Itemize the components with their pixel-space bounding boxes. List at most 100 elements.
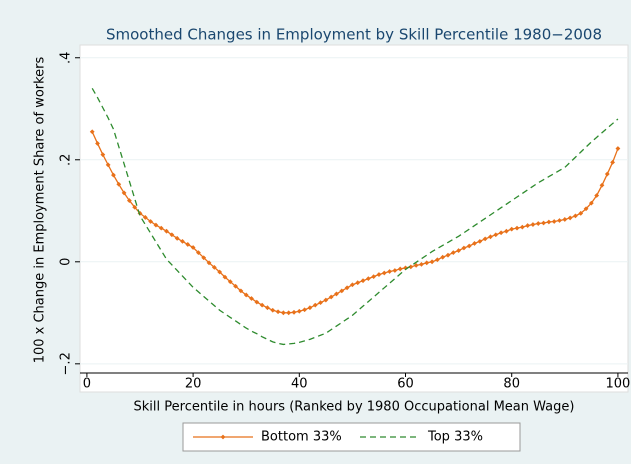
marker — [180, 238, 185, 244]
marker — [132, 204, 138, 210]
y-axis-title: 100 x Change in Employment Share of work… — [33, 56, 48, 363]
marker — [270, 307, 276, 313]
marker — [323, 297, 329, 303]
marker — [360, 278, 366, 284]
marker — [259, 302, 265, 308]
marker — [185, 242, 191, 247]
marker — [472, 241, 477, 246]
marker — [493, 232, 499, 238]
x-tick-label: 0 — [83, 377, 91, 392]
marker — [365, 276, 371, 282]
marker — [604, 171, 610, 177]
marker — [265, 305, 270, 311]
x-axis-title: Skill Percentile in hours (Ranked by 198… — [134, 400, 575, 415]
plot-region — [79, 44, 629, 393]
marker — [482, 236, 488, 242]
marker — [174, 235, 180, 241]
marker — [477, 238, 483, 244]
marker — [509, 226, 515, 232]
marker — [445, 252, 451, 258]
marker — [413, 262, 419, 268]
x-tick-label: 40 — [291, 377, 308, 392]
y-tick-label: .2 — [59, 154, 74, 166]
legend-label: Bottom 33% — [261, 430, 342, 445]
marker — [158, 225, 164, 231]
marker — [355, 280, 361, 286]
marker — [594, 193, 600, 198]
marker — [196, 250, 201, 256]
marker — [588, 200, 594, 206]
marker — [456, 248, 462, 253]
marker — [578, 210, 584, 216]
marker — [95, 141, 100, 146]
series-line — [91, 131, 619, 314]
marker — [408, 264, 414, 270]
marker — [116, 181, 122, 187]
marker — [466, 243, 472, 249]
marker — [339, 288, 345, 294]
marker — [280, 310, 286, 316]
marker — [381, 270, 387, 276]
marker — [546, 219, 552, 225]
marker — [286, 310, 292, 316]
marker — [206, 260, 212, 266]
marker — [440, 254, 446, 260]
marker — [111, 172, 116, 178]
marker — [89, 129, 95, 135]
marker — [371, 274, 377, 279]
marker — [573, 213, 578, 219]
chart-title: Smoothed Changes in Employment by Skill … — [106, 26, 602, 44]
marker — [519, 224, 525, 230]
marker — [551, 219, 557, 224]
marker — [217, 269, 223, 275]
marker — [291, 309, 297, 315]
marker — [201, 255, 207, 261]
x-tick-label: 100 — [605, 377, 630, 392]
marker — [535, 221, 541, 226]
y-tick-label: −.2 — [59, 352, 74, 375]
x-tick-label: 60 — [397, 377, 414, 392]
marker — [567, 215, 573, 221]
marker — [392, 268, 398, 273]
x-tick-label: 20 — [185, 377, 202, 392]
marker — [557, 218, 562, 223]
legend-marker — [220, 434, 226, 440]
marker — [169, 232, 175, 238]
marker — [615, 146, 621, 151]
marker — [254, 299, 260, 305]
marker — [376, 272, 382, 277]
marker — [233, 283, 238, 289]
marker — [461, 245, 467, 251]
marker — [429, 259, 435, 265]
marker — [434, 257, 440, 263]
series-line — [91, 88, 619, 346]
marker — [514, 225, 520, 231]
marker — [450, 250, 456, 256]
marker — [541, 220, 546, 226]
marker — [148, 219, 154, 224]
marker — [302, 307, 308, 313]
marker — [610, 159, 616, 165]
marker — [249, 296, 254, 301]
marker — [397, 266, 403, 272]
marker — [599, 182, 605, 188]
marker — [424, 260, 430, 266]
marker — [121, 190, 127, 196]
marker — [222, 274, 228, 280]
marker — [190, 245, 196, 250]
y-tick-label: .4 — [59, 52, 74, 64]
y-tick-label: 0 — [59, 258, 74, 266]
marker — [583, 206, 589, 212]
marker — [238, 288, 244, 294]
marker — [318, 300, 323, 306]
marker — [488, 234, 493, 240]
marker — [530, 222, 536, 227]
marker — [243, 292, 249, 298]
marker — [562, 217, 568, 222]
marker — [211, 265, 217, 270]
marker — [350, 282, 355, 288]
x-tick-label: 80 — [503, 377, 520, 392]
marker — [296, 308, 302, 314]
marker — [498, 230, 504, 236]
marker — [142, 215, 148, 220]
